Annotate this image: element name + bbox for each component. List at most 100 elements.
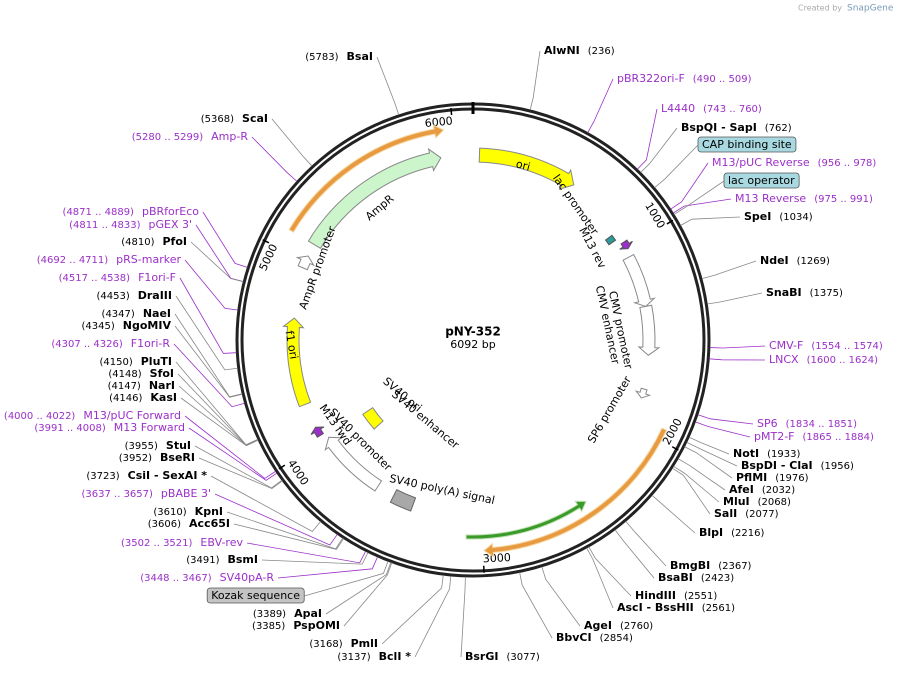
- connector: [637, 108, 658, 170]
- feature-label: SV40 enhancer: [389, 388, 462, 452]
- connector: [414, 575, 452, 658]
- site-position: (4871 .. 4889): [63, 207, 135, 218]
- connector: [175, 295, 238, 371]
- site-position: (3606): [148, 519, 181, 530]
- tick-label: 4000: [285, 457, 311, 488]
- connector: [214, 493, 338, 546]
- feature-arrow: [282, 317, 312, 408]
- brand: SnapGene: [847, 4, 894, 14]
- site-name: SpeI: [744, 210, 771, 223]
- site-label: BbvCI (2854): [556, 631, 633, 644]
- site-name: StuI: [166, 439, 191, 452]
- feature-arrow: [324, 436, 383, 492]
- site-name: M13/pUC Reverse: [712, 156, 810, 169]
- connector: [529, 50, 541, 111]
- site-label: (3448 .. 3467) SV40pA-R: [140, 571, 274, 584]
- site-label: NdeI (1269): [760, 254, 830, 267]
- site-name: pRS-marker: [116, 253, 181, 266]
- site-label: (3723) CsiI - SexAI *: [86, 469, 207, 482]
- site-position: (2216): [731, 528, 764, 539]
- site-position: (5783): [305, 52, 338, 63]
- site-position: (4000 .. 4022): [4, 411, 76, 422]
- site-label: BsaBI (2423): [658, 571, 734, 584]
- feature-label: ori: [515, 157, 532, 173]
- site-position: (1976): [775, 473, 808, 484]
- site-position: (3448 .. 3467): [140, 573, 212, 584]
- connector: [261, 552, 369, 565]
- site-name: EBV-rev: [200, 536, 243, 549]
- connector: [680, 216, 741, 226]
- connector: [686, 441, 738, 467]
- site-label: AgeI (2760): [584, 619, 653, 632]
- site-position: (236): [588, 46, 615, 57]
- boxed-feature: lac operator: [723, 172, 800, 189]
- site-label: (4453) DraIII: [96, 289, 172, 302]
- feature-arrow: [295, 255, 315, 271]
- connector: [587, 78, 614, 133]
- connector: [174, 325, 243, 398]
- site-position: (3385): [252, 621, 285, 632]
- site-label: (4871 .. 4889) pBRforEco: [63, 205, 200, 218]
- site-position: (3491): [186, 555, 219, 566]
- site-name: NgoMIV: [123, 319, 172, 332]
- site-name: PmlI: [351, 637, 378, 650]
- site-label: (3955) StuI: [125, 439, 191, 452]
- site-label: (5280 .. 5299) Amp-R: [132, 130, 249, 143]
- connector: [695, 421, 751, 438]
- connector: [194, 445, 283, 489]
- tick-label: 6000: [424, 114, 453, 130]
- site-label: (3137) BclI *: [337, 650, 411, 663]
- site-name: SnaBI: [766, 286, 802, 299]
- site-name: M13/pUC Forward: [83, 409, 181, 422]
- site-label: (3168) PmlI: [309, 637, 378, 650]
- connector: [709, 358, 766, 361]
- connector: [697, 414, 754, 425]
- site-position: (2760): [620, 621, 653, 632]
- site-name: BspDI - ClaI: [741, 459, 813, 472]
- site-position: (5368): [201, 114, 234, 125]
- connector: [651, 495, 696, 534]
- connector: [210, 475, 321, 533]
- site-name: BclI *: [379, 650, 412, 663]
- site-label: BmgBI (2367): [670, 559, 752, 572]
- site-label: (3610) KpnI: [153, 505, 223, 518]
- site-position: (4517 .. 4538): [59, 273, 131, 284]
- site-name: Acc65I: [189, 517, 230, 530]
- site-label: (3637 .. 3657) pBABE 3': [82, 487, 212, 500]
- connector: [198, 457, 283, 490]
- site-position: (3389): [253, 609, 286, 620]
- site-name: KpnI: [195, 505, 223, 518]
- site-position: (1956): [821, 461, 854, 472]
- tick-label: 1000: [642, 200, 668, 231]
- site-name: M13 Reverse: [735, 192, 806, 205]
- site-label: SnaBI (1375): [766, 286, 843, 299]
- site-position: (3955): [125, 441, 158, 452]
- site-label: NotI (1933): [733, 447, 800, 460]
- site-position: (3991 .. 4008): [34, 423, 106, 434]
- site-name: BsaI: [347, 50, 373, 63]
- connector: [672, 467, 711, 515]
- connector: [381, 575, 444, 645]
- feature-box: [206, 587, 305, 604]
- plasmid-length: 6092 bp: [450, 338, 495, 351]
- site-position: (2854): [600, 633, 633, 644]
- connector: [251, 136, 298, 182]
- site-label: MluI (2068): [723, 495, 791, 508]
- site-name: AgeI: [584, 619, 612, 632]
- site-name: ScaI: [242, 112, 268, 125]
- connector: [184, 259, 238, 311]
- feature-arrow: [622, 253, 656, 307]
- site-label: (4345) NgoMIV: [82, 319, 172, 332]
- site-position: (762): [765, 123, 792, 134]
- site-label: LNCX (1600 .. 1624): [769, 353, 878, 366]
- site-label: SpeI (1034): [744, 210, 813, 223]
- site-label: (3952) BseRI: [119, 451, 195, 464]
- connector: [271, 118, 313, 167]
- site-name: BspQI - SapI: [681, 121, 757, 134]
- site-label: (4347) NaeI: [102, 307, 171, 320]
- site-name: M13 Forward: [114, 421, 185, 434]
- site-position: (3637 .. 3657): [82, 489, 154, 500]
- site-name: BsaBI: [658, 571, 693, 584]
- site-name: NdeI: [760, 254, 789, 267]
